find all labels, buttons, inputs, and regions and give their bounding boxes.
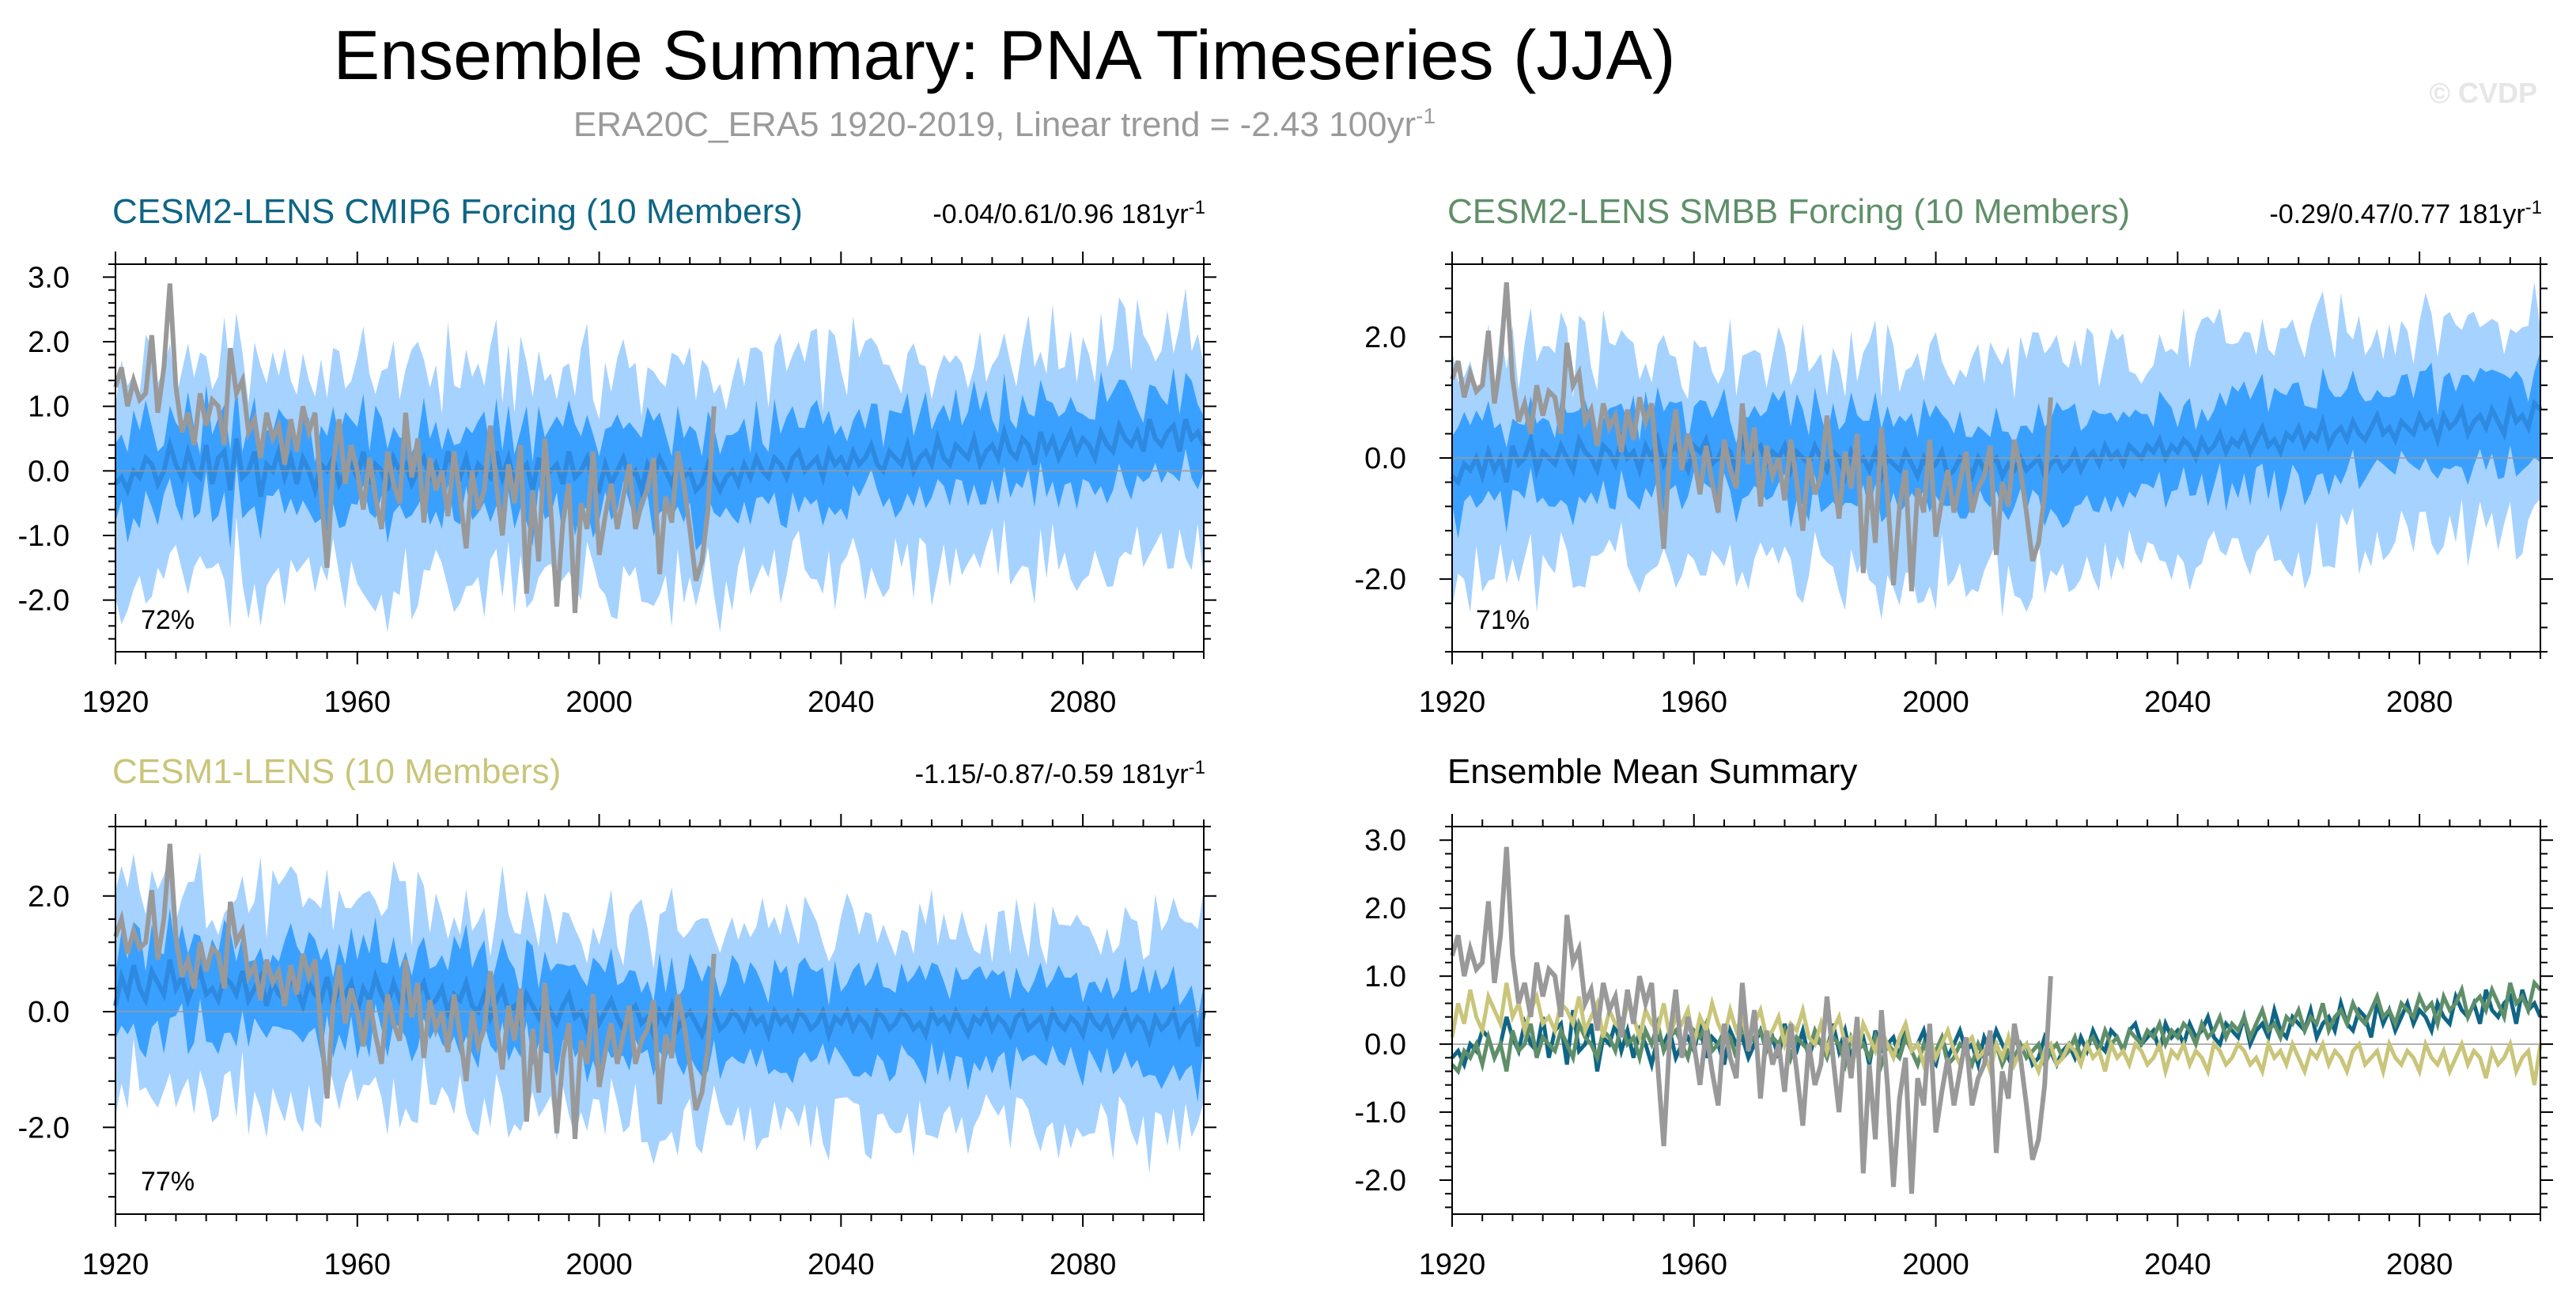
x-tick-label: 2040 bbox=[2144, 686, 2211, 719]
x-tick-label: 2080 bbox=[1050, 1248, 1117, 1281]
trend-label: -1.15/-0.87/-0.59 181yr-1 bbox=[915, 757, 1205, 789]
percent-label: 71% bbox=[1476, 605, 1530, 635]
y-tick-label: 1.0 bbox=[1364, 960, 1406, 993]
panel-title: CESM2-LENS CMIP6 Forcing (10 Members) bbox=[112, 192, 803, 231]
observation-line bbox=[113, 843, 717, 1140]
x-tick-label: 1920 bbox=[1419, 686, 1486, 719]
y-tick-label: 2.0 bbox=[1364, 321, 1406, 354]
y-tick-label: 1.0 bbox=[28, 391, 70, 424]
spread-band-inner bbox=[1452, 350, 2540, 539]
x-tick-label: 1920 bbox=[82, 686, 149, 719]
x-tick-label: 1960 bbox=[1661, 1248, 1728, 1281]
panel-cesm1: CESM1-LENS (10 Members) -1.15/-0.87/-0.59… bbox=[18, 752, 1216, 1281]
y-tick-label: 0.0 bbox=[28, 455, 70, 488]
panel-ensemble-mean: Ensemble Mean Summary 1920 1960 2000 2040 208… bbox=[1355, 752, 2553, 1281]
percent-label: 72% bbox=[141, 605, 195, 635]
y-tick-label: 3.0 bbox=[28, 261, 70, 294]
spread-band-inner bbox=[115, 908, 1204, 1103]
y-tick-label: 2.0 bbox=[28, 880, 70, 914]
series-line-cesm2-cmip6 bbox=[1451, 989, 2543, 1073]
observation-line bbox=[113, 283, 717, 614]
x-tick-label: 2040 bbox=[808, 686, 875, 719]
y-tick-label: -2.0 bbox=[1355, 1164, 1406, 1198]
y-tick-label: -1.0 bbox=[18, 520, 70, 553]
x-tick-label: 2040 bbox=[2144, 1248, 2211, 1281]
x-tick-label: 2000 bbox=[1902, 686, 1969, 719]
panel-title: Ensemble Mean Summary bbox=[1447, 752, 1857, 791]
x-tick-label: 1920 bbox=[1419, 1248, 1486, 1281]
observation-line bbox=[1450, 282, 2053, 592]
y-tick-label: -1.0 bbox=[1355, 1096, 1406, 1129]
x-tick-label: 1960 bbox=[324, 686, 392, 719]
trend-label: -0.29/0.47/0.77 181yr-1 bbox=[2269, 197, 2542, 229]
cvdp-watermark: © CVDP bbox=[2429, 77, 2537, 109]
x-tick-label: 2000 bbox=[1902, 1248, 1969, 1281]
x-tick-label: 1920 bbox=[82, 1248, 149, 1281]
x-tick-label: 2040 bbox=[808, 1248, 875, 1281]
figure-title: Ensemble Summary: PNA Timeseries (JJA) bbox=[334, 16, 1676, 94]
y-tick-label: -2.0 bbox=[18, 585, 70, 618]
y-tick-label: 2.0 bbox=[28, 326, 70, 359]
panel-title: CESM2-LENS SMBB Forcing (10 Members) bbox=[1447, 192, 2130, 231]
y-tick-label: 0.0 bbox=[1364, 442, 1406, 475]
x-tick-label: 2000 bbox=[566, 1248, 633, 1281]
x-tick-label: 2000 bbox=[566, 686, 633, 719]
y-tick-label: 2.0 bbox=[1364, 892, 1406, 925]
panel-title: CESM1-LENS (10 Members) bbox=[112, 752, 561, 791]
y-tick-label: 3.0 bbox=[1364, 824, 1406, 857]
x-tick-label: 1960 bbox=[324, 1248, 392, 1281]
panel-cesm2-smbb: CESM2-LENS SMBB Forcing (10 Members) -0.2… bbox=[1355, 192, 2553, 719]
ensemble-mean-line bbox=[113, 418, 1206, 500]
x-tick-label: 2080 bbox=[1050, 686, 1117, 719]
x-tick-label: 2080 bbox=[2386, 1248, 2453, 1281]
trend-label: -0.04/0.61/0.96 181yr-1 bbox=[932, 197, 1205, 229]
y-tick-label: -2.0 bbox=[1355, 563, 1406, 596]
y-tick-label: 0.0 bbox=[28, 996, 70, 1029]
y-tick-label: 0.0 bbox=[1364, 1028, 1406, 1061]
x-tick-label: 1960 bbox=[1661, 686, 1728, 719]
panel-cesm2-cmip6: CESM2-LENS CMIP6 Forcing (10 Members) -0.… bbox=[18, 192, 1216, 719]
percent-label: 77% bbox=[141, 1167, 195, 1197]
x-tick-label: 2080 bbox=[2386, 686, 2453, 719]
y-tick-label: -2.0 bbox=[18, 1111, 70, 1145]
figure-subtitle: ERA20C_ERA5 1920-2019, Linear trend = -2… bbox=[573, 104, 1436, 144]
observation-line bbox=[1450, 846, 2053, 1194]
